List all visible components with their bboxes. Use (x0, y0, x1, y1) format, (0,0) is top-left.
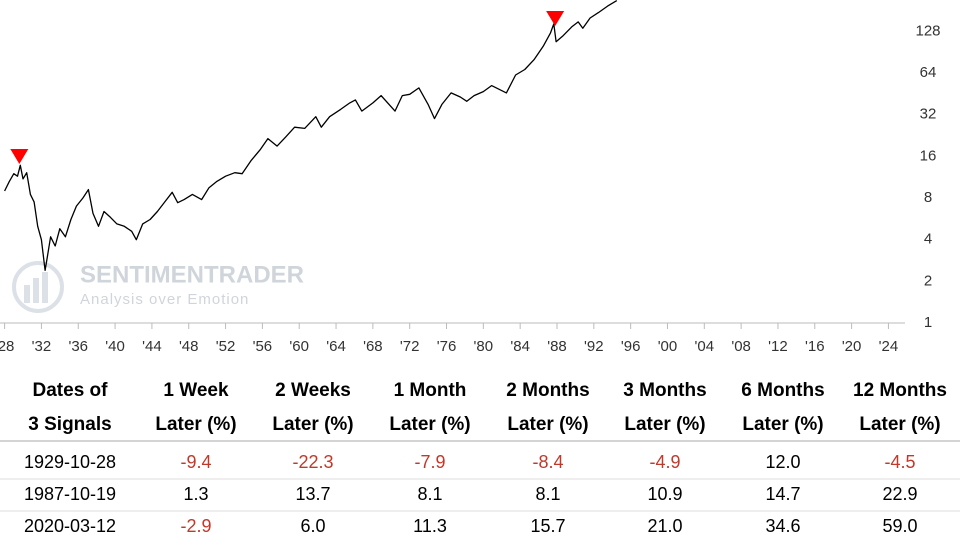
column-header: 3 Signals (28, 414, 111, 435)
column-header: 2 Weeks (275, 380, 351, 401)
cell-value: 15.7 (530, 516, 565, 536)
column-header: 2 Months (506, 380, 589, 401)
price-line (4, 0, 618, 272)
column-header: 3 Months (623, 380, 706, 401)
cell-value: -9.4 (180, 452, 211, 472)
x-tick-label: '76 (437, 338, 457, 355)
y-tick-label: 1 (924, 314, 932, 331)
cell-value: -22.3 (292, 452, 333, 472)
watermark-brand: SENTIMENTRADER (80, 261, 304, 288)
cell-value: 21.0 (647, 516, 682, 536)
x-tick-label: '00 (658, 338, 678, 355)
cell-value: 10.9 (647, 484, 682, 504)
x-tick-label: '24 (879, 338, 899, 355)
column-header: Later (%) (389, 414, 470, 435)
column-header: Later (%) (507, 414, 588, 435)
x-tick-label: '68 (363, 338, 383, 355)
column-header: Later (%) (272, 414, 353, 435)
y-tick-label: 64 (920, 64, 937, 81)
x-tick-label: '08 (731, 338, 751, 355)
watermark: SENTIMENTRADER Analysis over Emotion (12, 261, 304, 313)
cell-value: -8.4 (532, 452, 563, 472)
x-tick-label: '92 (584, 338, 604, 355)
column-header: 6 Months (741, 380, 824, 401)
x-tick-label: '04 (695, 338, 715, 355)
x-tick-label: '32 (32, 338, 52, 355)
x-tick-label: '40 (105, 338, 125, 355)
cell-value: 11.3 (413, 516, 447, 536)
y-tick-label: 32 (920, 106, 937, 123)
cell-value: 14.7 (765, 484, 800, 504)
cell-value: -4.5 (884, 452, 915, 472)
y-tick-label: 4 (924, 231, 932, 248)
x-tick-label: '60 (289, 338, 309, 355)
column-header: Later (%) (155, 414, 236, 435)
column-header: 1 Month (394, 380, 467, 401)
x-tick-label: '88 (547, 338, 567, 355)
watermark-tagline: Analysis over Emotion (80, 291, 249, 308)
y-tick-label: 2 (924, 272, 932, 289)
cell-value: 8.1 (417, 484, 442, 504)
signal-date: 1987-10-19 (24, 484, 116, 504)
x-tick-label: '84 (510, 338, 530, 355)
y-tick-label: 16 (920, 147, 937, 164)
column-header: 1 Week (163, 380, 229, 401)
plot-area (4, 0, 618, 272)
cell-value: 6.0 (300, 516, 325, 536)
x-tick-label: '28 (0, 338, 14, 355)
x-tick-label: '72 (400, 338, 420, 355)
x-tick-label: '16 (805, 338, 825, 355)
cell-value: 34.6 (765, 516, 800, 536)
signal-date: 2020-03-12 (24, 516, 116, 536)
x-tick-label: '80 (474, 338, 494, 355)
cell-value: -7.9 (414, 452, 445, 472)
signal-date: 1929-10-28 (24, 452, 116, 472)
cell-value: -2.9 (180, 516, 211, 536)
cell-value: 59.0 (882, 516, 917, 536)
x-tick-label: '20 (842, 338, 862, 355)
column-header: Later (%) (859, 414, 940, 435)
y-tick-label: 8 (924, 189, 932, 206)
column-header: Dates of (33, 380, 109, 401)
column-header: Later (%) (742, 414, 823, 435)
x-tick-label: '36 (68, 338, 88, 355)
column-header: Later (%) (624, 414, 705, 435)
x-tick-label: '52 (216, 338, 236, 355)
column-header: 12 Months (853, 380, 947, 401)
x-tick-label: '96 (621, 338, 641, 355)
cell-value: 1.3 (183, 484, 208, 504)
x-tick-label: '56 (253, 338, 273, 355)
cell-value: 13.7 (295, 484, 330, 504)
y-tick-label: 128 (915, 22, 940, 39)
signal-marker (546, 11, 565, 27)
x-tick-label: '44 (142, 338, 162, 355)
cell-value: -4.9 (649, 452, 680, 472)
cell-value: 12.0 (765, 452, 800, 472)
cell-value: 22.9 (882, 484, 917, 504)
x-tick-label: '12 (768, 338, 788, 355)
x-tick-label: '48 (179, 338, 199, 355)
x-tick-label: '64 (326, 338, 346, 355)
signal-marker (10, 148, 29, 164)
cell-value: 8.1 (535, 484, 560, 504)
